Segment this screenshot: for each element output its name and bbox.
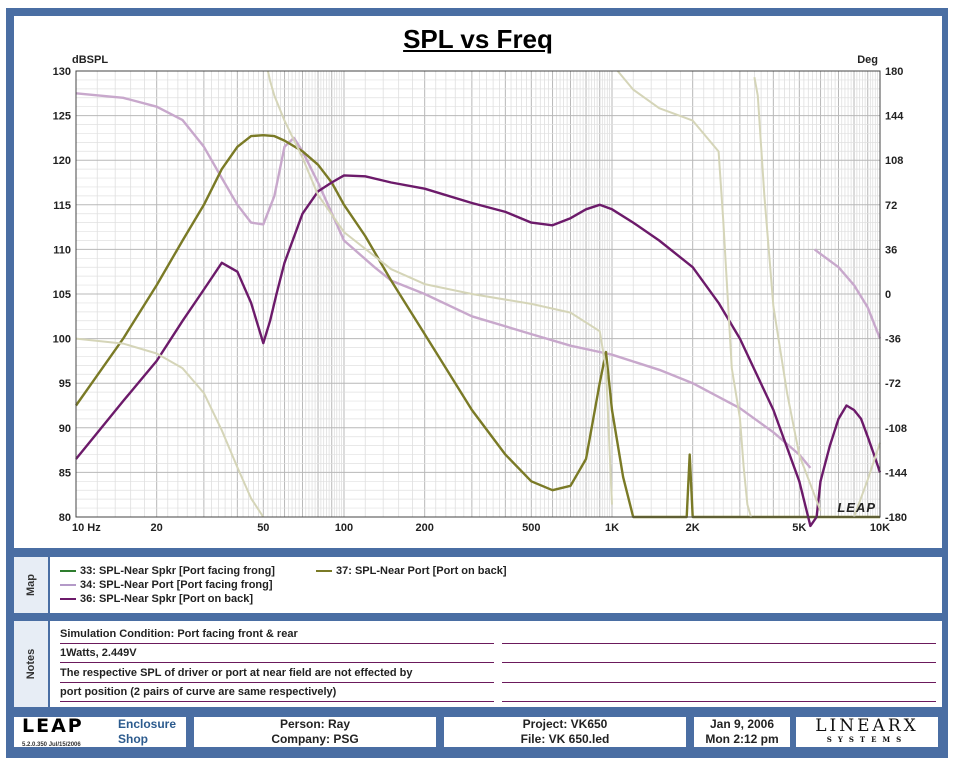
y-right-tick-label: -144 (885, 467, 908, 479)
x-tick-label: 50 (257, 522, 269, 534)
map-label: Map (25, 574, 37, 596)
y-left-tick-label: 90 (59, 423, 71, 435)
y-left-tick-label: 120 (53, 155, 71, 167)
x-tick-label: 10 Hz (72, 522, 101, 534)
plot-frame (75, 70, 881, 518)
y-right-axis-label: Deg (857, 54, 878, 66)
y-left-tick-label: 100 (53, 334, 71, 346)
x-tick-label: 1K (605, 522, 619, 534)
legend-item-33: 33: SPL-Near Spkr [Port facing frong] (60, 565, 275, 577)
company-text: Company: PSG (271, 732, 359, 746)
note-line-4: port position (2 pairs of curve are same… (60, 683, 494, 702)
x-tick-label: 200 (415, 522, 433, 534)
series-line (75, 134, 880, 519)
legend-label: 33: SPL-Near Spkr [Port facing frong] (80, 565, 275, 577)
legend-item-34: 34: SPL-Near Port [Port facing frong] (60, 579, 273, 591)
person-box: Person: Ray Company: PSG (194, 717, 436, 747)
x-tick-label: 500 (522, 522, 540, 534)
legend-item-36: 36: SPL-Near Spkr [Port on back] (60, 593, 253, 605)
curves (75, 70, 882, 528)
time-text: Mon 2:12 pm (705, 732, 779, 746)
axes: 130 125 120 115 110 105 100 95 90 85 80 180 144 108 72… (53, 54, 908, 534)
legend-swatch (316, 570, 332, 573)
y-left-tick-label: 80 (59, 512, 71, 524)
map-tab[interactable]: Map (14, 557, 50, 613)
x-tick-label: 20 (151, 522, 163, 534)
y-right-tick-label: -36 (885, 334, 901, 346)
enclosure-line1: Enclosure (118, 717, 177, 731)
note-line-3: The respective SPL of driver or port at … (60, 664, 494, 683)
person-text: Person: Ray (279, 717, 351, 731)
y-right-tick-label: -72 (885, 378, 901, 390)
x-tick-label: 10K (870, 522, 890, 534)
notes-panel: Notes Simulation Condition: Port facing … (14, 621, 942, 707)
leap-logo-box: LEAP 5.2.0.350 Jul/15/2006 Enclosure Sho… (14, 715, 186, 748)
legend-label: 36: SPL-Near Spkr [Port on back] (80, 593, 253, 605)
notes-tab[interactable]: Notes (14, 621, 50, 707)
y-left-tick-label: 130 (53, 66, 71, 78)
series-line (75, 92, 812, 469)
project-text: Project: VK650 (522, 717, 608, 731)
linearx-logo: LINEARX (815, 716, 919, 736)
enclosure-line2: Shop (118, 732, 148, 746)
y-right-tick-label: 36 (885, 244, 897, 256)
legend-swatch (60, 570, 76, 573)
grid (75, 70, 881, 518)
leap-logo: LEAP (22, 715, 84, 737)
linearx-logo-box: LINEARX SYSTEMS (796, 717, 938, 747)
note-line-2: 1Watts, 2.449V (60, 644, 494, 663)
date-box: Jan 9, 2006 Mon 2:12 pm (694, 717, 790, 747)
x-tick-label: 5K (792, 522, 806, 534)
file-text: File: VK 650.led (520, 732, 610, 746)
series-line (75, 174, 882, 528)
version-text: 5.2.0.350 Jul/15/2006 (22, 742, 81, 748)
linearx-sub: SYSTEMS (826, 735, 908, 744)
y-left-tick-label: 95 (59, 378, 71, 390)
legend-item-37: 37: SPL-Near Port [Port on back] (316, 565, 507, 577)
y-left-axis-label: dBSPL (72, 54, 108, 66)
y-right-tick-label: -180 (885, 512, 907, 524)
y-left-tick-label: 85 (59, 467, 71, 479)
footer: LEAP 5.2.0.350 Jul/15/2006 Enclosure Sho… (14, 713, 942, 751)
map-panel: Map 33: SPL-Near Spkr [Port facing frong… (14, 557, 942, 613)
note-line-1: Simulation Condition: Port facing front … (60, 625, 494, 644)
chart-title: SPL vs Freq (403, 24, 553, 54)
y-left-tick-label: 105 (53, 289, 71, 301)
x-tick-label: 100 (335, 522, 353, 534)
date-text: Jan 9, 2006 (709, 717, 775, 731)
y-left-tick-label: 115 (53, 200, 71, 212)
notes-label: Notes (25, 648, 37, 680)
note-line-blank (502, 644, 936, 663)
leap-watermark: LEAP (837, 500, 876, 515)
legend-swatch (60, 598, 76, 601)
note-line-blank (502, 625, 936, 644)
spl-chart: 130 125 120 115 110 105 100 95 90 85 80 180 144 108 72… (53, 54, 908, 534)
y-right-tick-label: -108 (885, 423, 907, 435)
project-box: Project: VK650 File: VK 650.led (444, 717, 686, 747)
legend-swatch (60, 584, 76, 587)
legend-label: 34: SPL-Near Port [Port facing frong] (80, 579, 273, 591)
y-right-tick-label: 144 (885, 111, 904, 123)
legend-label: 37: SPL-Near Port [Port on back] (336, 565, 507, 577)
enclosure-shop-label: Enclosure Shop (118, 717, 176, 747)
y-right-tick-label: 108 (885, 155, 903, 167)
note-line-blank (502, 683, 936, 702)
y-left-tick-label: 110 (53, 244, 71, 256)
y-right-tick-label: 180 (885, 66, 903, 78)
chart-panel: SPL vs Freq 130 125 120 115 110 105 100 95 90 85 8… (14, 16, 942, 548)
note-line-blank (502, 664, 936, 683)
y-left-tick-label: 125 (53, 111, 71, 123)
series-line (75, 70, 881, 518)
series-line (813, 248, 882, 340)
x-tick-label: 2K (686, 522, 700, 534)
y-right-tick-label: 0 (885, 289, 891, 301)
y-right-tick-label: 72 (885, 200, 897, 212)
